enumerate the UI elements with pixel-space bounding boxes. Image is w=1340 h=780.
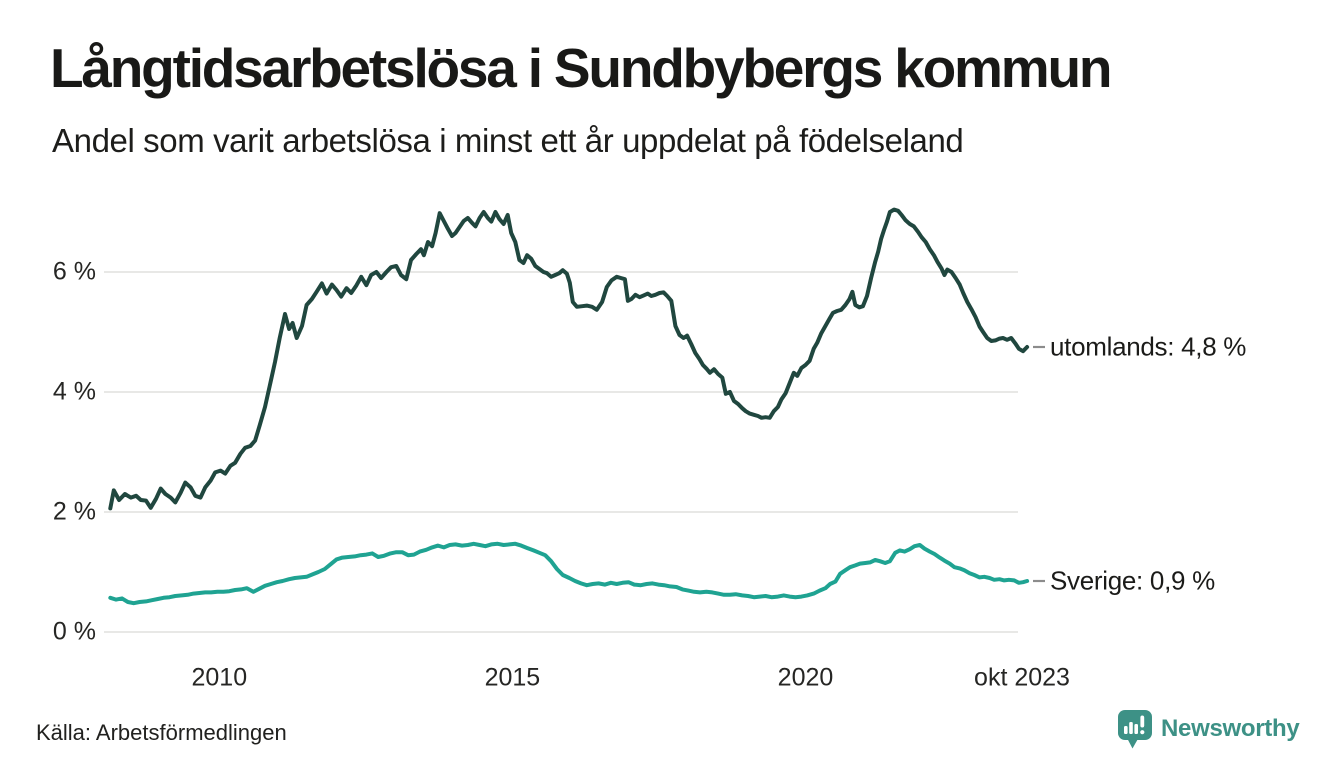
line-series-utomlands	[108, 207, 1030, 511]
page-subtitle: Andel som varit arbetslösa i minst ett å…	[52, 122, 964, 159]
brand-footer: Newsworthy	[1117, 709, 1300, 749]
x-tick-label: 2010	[191, 663, 248, 692]
line-series-Sverige	[108, 541, 1030, 606]
newsworthy-logo-icon	[1118, 710, 1152, 749]
page-title: Långtidsarbetslösa i Sundbybergs kommun	[50, 37, 1112, 99]
series-end-label-utomlands: utomlands: 4,8 %	[1050, 331, 1247, 362]
x-tick-label: 2015	[484, 663, 541, 692]
source-note: Källa: Arbetsförmedlingen	[36, 720, 287, 745]
y-tick-label: 2 %	[52, 497, 96, 526]
x-tick-label: 2020	[777, 663, 834, 692]
y-tick-label: 4 %	[52, 377, 96, 406]
series-end-label-sverige: Sverige: 0,9 %	[1050, 565, 1215, 596]
x-tick-label: okt 2023	[974, 663, 1070, 692]
y-tick-label: 6 %	[52, 257, 96, 286]
y-tick-label: 0 %	[52, 617, 96, 646]
brand-name: Newsworthy	[1161, 715, 1300, 742]
